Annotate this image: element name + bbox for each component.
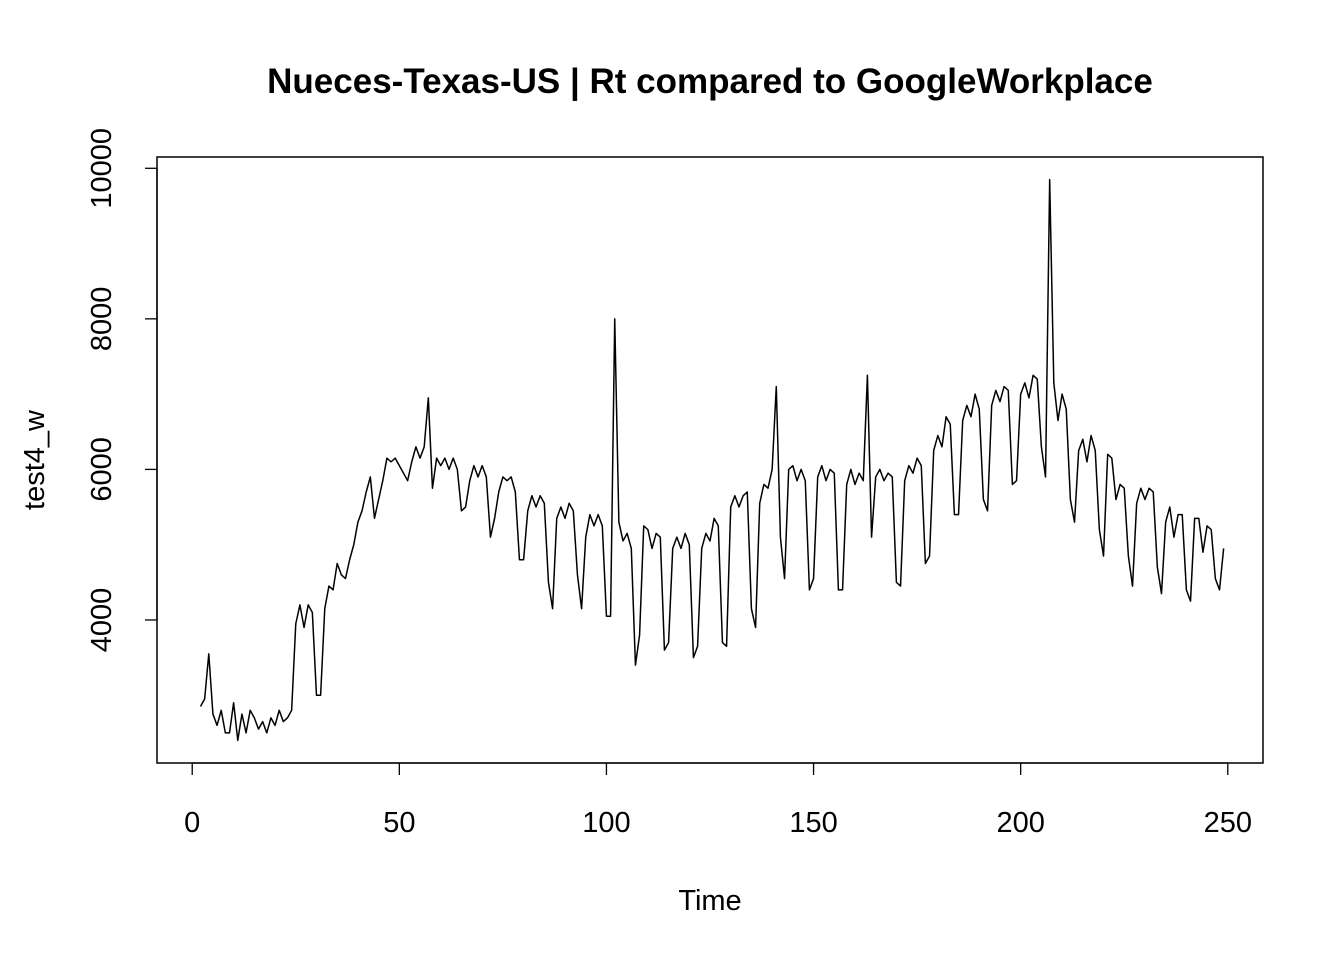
x-tick-label: 0 bbox=[184, 807, 200, 839]
x-axis: 0 50 100 150 200 250 bbox=[184, 762, 1252, 839]
x-tick-label: 100 bbox=[582, 807, 630, 839]
plot-frame bbox=[156, 156, 1264, 764]
y-tick-label: 10000 bbox=[86, 128, 118, 209]
x-tick-label: 200 bbox=[996, 807, 1044, 839]
x-axis-label: Time bbox=[678, 885, 741, 917]
series-line bbox=[199, 178, 1225, 742]
y-axis-label: test4_w bbox=[19, 409, 51, 510]
x-tick-label: 50 bbox=[383, 807, 415, 839]
y-tick-label: 4000 bbox=[86, 588, 118, 653]
y-axis: 4000 6000 8000 10000 bbox=[86, 128, 158, 653]
y-tick-label: 6000 bbox=[86, 437, 118, 502]
y-tick-label: 8000 bbox=[86, 287, 118, 352]
x-tick-label: 150 bbox=[789, 807, 837, 839]
x-tick-label: 250 bbox=[1204, 807, 1252, 839]
chart-title: Nueces-Texas-US | Rt compared to GoogleW… bbox=[267, 62, 1153, 101]
